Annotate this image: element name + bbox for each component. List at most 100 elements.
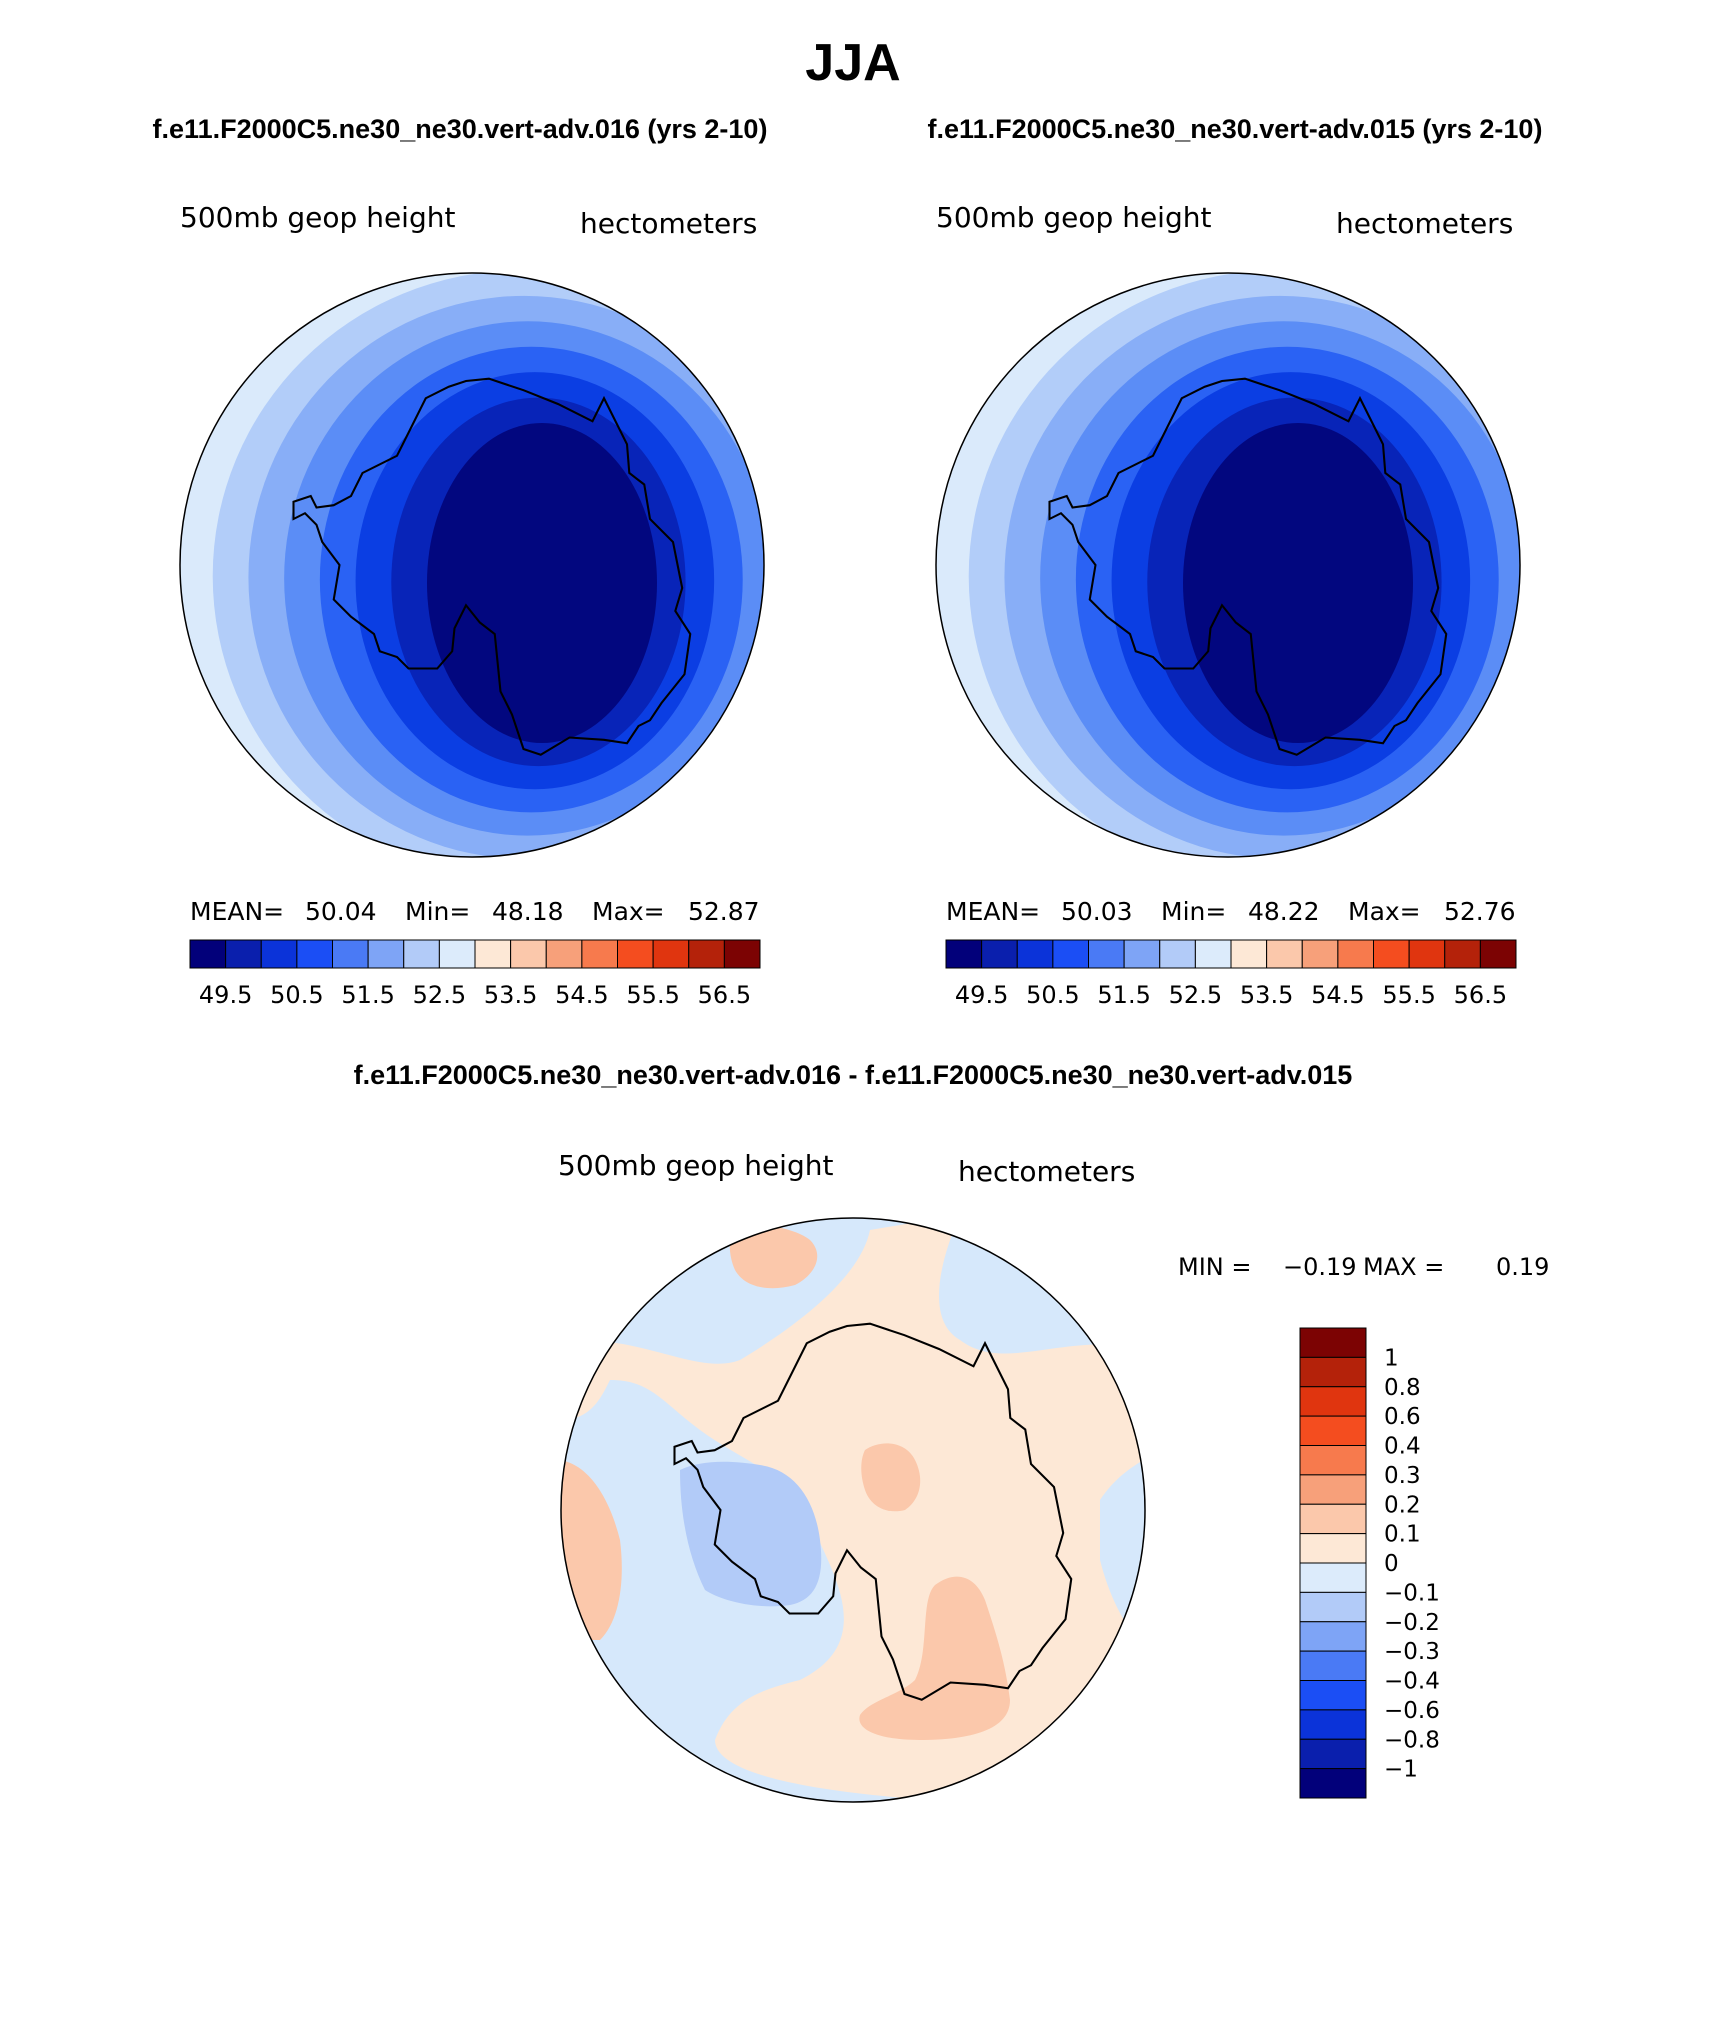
colorbar-swatch-left — [189, 939, 227, 969]
min-value-right: 48.22 — [1248, 897, 1320, 926]
diff-colorbar-swatch — [1299, 1445, 1367, 1476]
colorbar-tick-label-left: 49.5 — [199, 981, 252, 1009]
colorbar-swatch-left — [225, 939, 262, 969]
variable-label-diff: 500mb geop height — [558, 1149, 833, 1182]
colorbar-tick-label-right: 54.5 — [1311, 981, 1364, 1009]
diff-colorbar-tick-label: 0.3 — [1384, 1463, 1421, 1489]
units-label-right: hectometers — [1336, 207, 1513, 240]
colorbar-swatch-left — [617, 939, 654, 969]
diff-colorbar-tick-label: −0.4 — [1384, 1669, 1440, 1695]
diff-region-pos-medium — [861, 1443, 921, 1512]
variable-label-right: 500mb geop height — [936, 201, 1211, 234]
diff-min-value: −0.19 — [1283, 1253, 1357, 1281]
colorbar-swatch-right — [981, 939, 1018, 969]
colorbar-swatch-right — [1230, 939, 1268, 969]
colorbar-tick-label-right: 50.5 — [1026, 981, 1079, 1009]
diff-colorbar-swatch — [1299, 1503, 1367, 1535]
colorbar-tick-label-left: 56.5 — [698, 981, 751, 1009]
diff-colorbar-swatch — [1299, 1386, 1367, 1417]
colorbar-swatch-left — [296, 939, 333, 969]
colorbar-swatch-right — [945, 939, 983, 969]
diff-colorbar-tick-label: 0.2 — [1384, 1492, 1421, 1518]
colorbar-swatch-right — [1194, 939, 1232, 969]
diff-colorbar-tick-label: 1 — [1384, 1345, 1399, 1371]
colorbar-swatch-left — [723, 939, 761, 969]
diff-colorbar-tick-label: −0.6 — [1384, 1698, 1440, 1724]
colorbar-tick-label-left: 52.5 — [413, 981, 466, 1009]
diff-colorbar-swatch — [1299, 1474, 1367, 1505]
colorbar-swatch-right — [1123, 939, 1161, 969]
colorbar-right: 49.5 50.5 51.5 52.5 53.5 54.5 55.5 56.5 — [945, 939, 1517, 1009]
colorbar-swatch-left — [403, 939, 440, 969]
diff-max-value: 0.19 — [1496, 1253, 1549, 1281]
mean-label-left: MEAN= — [190, 897, 284, 926]
colorbar-swatch-left — [438, 939, 476, 969]
diff-colorbar-swatch — [1299, 1356, 1367, 1388]
colorbar-tick-label-right: 49.5 — [955, 981, 1008, 1009]
colorbar-tick-label-left: 53.5 — [484, 981, 537, 1009]
colorbar-tick-label-right: 53.5 — [1240, 981, 1293, 1009]
diff-colorbar-tick-label: −1 — [1384, 1757, 1418, 1783]
colorbar-tick-label-left: 55.5 — [626, 981, 679, 1009]
case-title-left: f.e11.F2000C5.ne30_ne30.vert-adv.016 (yr… — [153, 114, 768, 144]
diff-colorbar-tick-label: 0.1 — [1384, 1522, 1421, 1548]
season-title: JJA — [805, 34, 900, 92]
max-label-right: Max= — [1348, 897, 1421, 926]
colorbar-swatch-left — [581, 939, 618, 969]
max-label-left: Max= — [592, 897, 665, 926]
colorbar-swatch-left — [260, 939, 298, 969]
diff-colorbar-tick-label: 0 — [1384, 1551, 1399, 1577]
map-panel-diff — [560, 1217, 1146, 1803]
min-label-left: Min= — [405, 897, 470, 926]
contour-band-right — [1183, 423, 1413, 743]
diff-colorbar-swatch — [1299, 1650, 1367, 1681]
diff-colorbar-swatch — [1299, 1327, 1367, 1358]
units-label-left: hectometers — [580, 207, 757, 240]
colorbar-swatch-left — [545, 939, 583, 969]
variable-label-left: 500mb geop height — [180, 201, 455, 234]
diff-colorbar-tick-label: −0.8 — [1384, 1727, 1440, 1753]
map-border-diff — [560, 1217, 1146, 1803]
colorbar-swatch-right — [1337, 939, 1374, 969]
contour-band-left — [427, 423, 657, 743]
max-value-right: 52.76 — [1444, 897, 1516, 926]
diff-colorbar-swatch — [1299, 1415, 1367, 1446]
colorbar-swatch-right — [1016, 939, 1054, 969]
colorbar-swatch-right — [1052, 939, 1089, 969]
colorbar-swatch-right — [1266, 939, 1303, 969]
diff-region-neg-medium — [680, 1461, 822, 1607]
diff-colorbar-tick-label: −0.3 — [1384, 1639, 1440, 1665]
diff-title: f.e11.F2000C5.ne30_ne30.vert-adv.016 - f… — [354, 1060, 1353, 1090]
colorbar-tick-label-right: 55.5 — [1382, 981, 1435, 1009]
diff-colorbar-tick-label: 0.8 — [1384, 1375, 1421, 1401]
colorbar-swatch-left — [652, 939, 690, 969]
map-border-left — [179, 272, 765, 858]
colorbar-swatch-left — [332, 939, 369, 969]
colorbar-tick-label-right: 56.5 — [1454, 981, 1507, 1009]
diff-colorbar-swatch — [1299, 1591, 1367, 1623]
colorbar-swatch-left — [367, 939, 405, 969]
colorbar-swatch-right — [1088, 939, 1125, 969]
diff-colorbar-tick-label: 0.4 — [1384, 1434, 1421, 1460]
diff-region-pos-medium — [729, 1224, 818, 1289]
map-panel-right — [935, 272, 1521, 858]
colorbar-swatch-right — [1444, 939, 1481, 969]
colorbar-swatch-left — [510, 939, 547, 969]
diff-colorbar-tick-label: 0.6 — [1384, 1404, 1421, 1430]
map-border-right — [935, 272, 1521, 858]
diff-colorbar-tick-label: −0.1 — [1384, 1580, 1440, 1606]
mean-label-right: MEAN= — [946, 897, 1040, 926]
diff-colorbar-swatch — [1299, 1562, 1367, 1593]
max-value-left: 52.87 — [688, 897, 760, 926]
colorbar-swatch-right — [1479, 939, 1517, 969]
colorbar-swatch-left — [688, 939, 725, 969]
colorbar-swatch-right — [1301, 939, 1339, 969]
map-panel-left — [179, 272, 765, 858]
colorbar-diff: 1 0.8 0.6 0.4 0.3 0.2 0.1 0 −0.1 −0.2 −0.3 −0.4 −0.6… — [1299, 1327, 1440, 1799]
colorbar-swatch-right — [1408, 939, 1446, 969]
colorbar-swatch-right — [1373, 939, 1410, 969]
diff-region-pos-medium — [561, 1460, 622, 1640]
colorbar-tick-label-left: 50.5 — [270, 981, 323, 1009]
units-label-diff: hectometers — [958, 1155, 1135, 1188]
colorbar-tick-label-right: 52.5 — [1169, 981, 1222, 1009]
